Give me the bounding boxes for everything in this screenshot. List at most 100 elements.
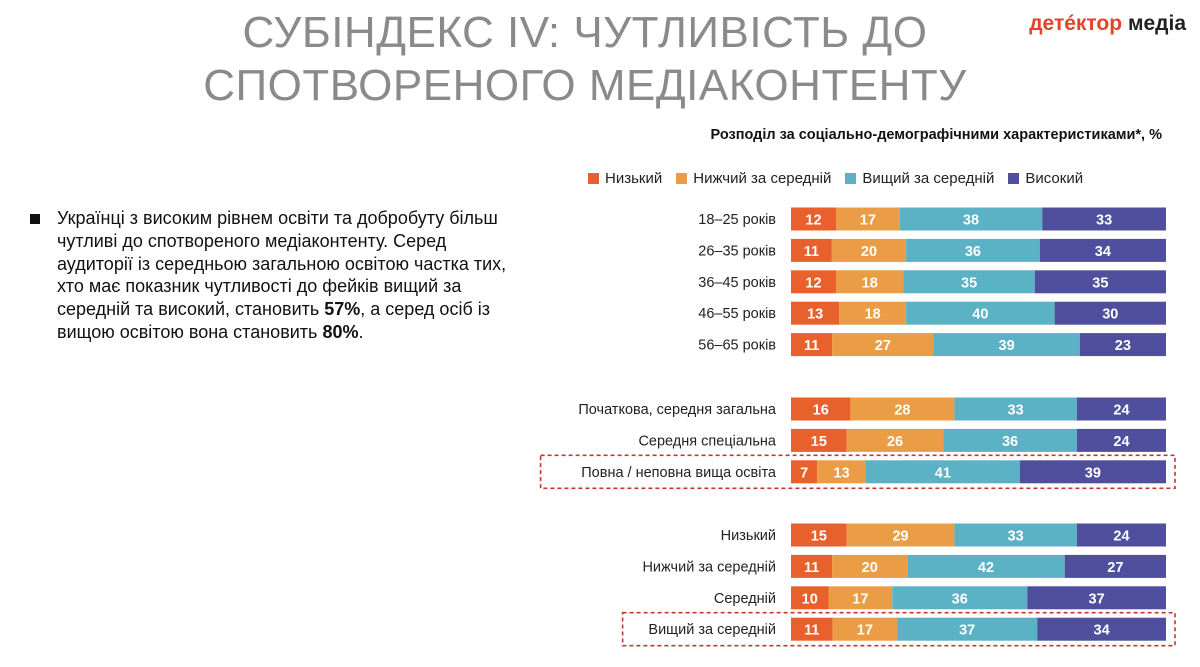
bar-segment-above-average	[954, 523, 1077, 547]
data-label-below-average: 20	[862, 560, 878, 576]
bar-segment-high	[1039, 238, 1166, 262]
legend-item-below-average: Нижчий за середній	[676, 170, 831, 187]
bar-segment-high	[1027, 586, 1166, 610]
bar-segment-low	[791, 333, 833, 357]
bar-segment-above-average	[954, 397, 1077, 421]
data-label-above-average: 37	[959, 623, 975, 639]
bar-segment-above-average	[897, 617, 1038, 641]
bar-segment-high	[1042, 207, 1166, 231]
legend-label-high: Високий	[1025, 170, 1084, 187]
bar-segment-above-average	[933, 333, 1080, 357]
title-line-1: СУБІНДЕКС IV: ЧУТЛИВІСТЬ ДО	[242, 8, 928, 57]
data-label-low: 13	[807, 307, 823, 323]
bullet-text-part-2: , а серед осіб із вищою освітою вона ста…	[57, 299, 491, 342]
data-label-below-average: 27	[875, 338, 891, 354]
bar-segment-low	[791, 460, 818, 484]
bar-segment-high	[1034, 270, 1166, 294]
logo-word-1: детéктор	[1029, 12, 1123, 35]
data-label-low: 15	[811, 434, 827, 450]
bar-segment-below-average	[846, 428, 944, 452]
bullet-point: Українці з високим рівнем освіти та добр…	[30, 207, 510, 344]
data-label-above-average: 33	[1008, 403, 1024, 419]
bar-segment-low	[791, 586, 829, 610]
bullet-text: Українці з високим рівнем освіти та добр…	[57, 207, 510, 344]
bar-segment-high	[1076, 428, 1166, 452]
bar-segment-above-average	[866, 460, 1020, 484]
bullet-square-icon	[30, 214, 40, 224]
bar-segment-high	[1019, 460, 1166, 484]
data-label-above-average: 36	[965, 244, 981, 260]
data-label-below-average: 13	[834, 465, 850, 481]
data-label-high: 33	[1096, 213, 1112, 229]
data-label-above-average: 35	[961, 275, 977, 291]
legend-swatch-high	[1008, 173, 1020, 184]
bar-segment-below-average	[836, 270, 904, 294]
bullet-text-part-3: .	[358, 321, 364, 342]
data-label-high: 27	[1107, 560, 1123, 576]
data-label-low: 16	[813, 403, 829, 419]
highlight-frame	[621, 611, 1176, 647]
bar-segment-below-average	[836, 207, 900, 231]
bar-segment-below-average	[828, 586, 893, 610]
bar-segment-low	[791, 301, 840, 325]
data-label-high: 39	[1085, 465, 1101, 481]
chart-title: Розподіл за соціально-демографічними хар…	[710, 127, 1162, 143]
row-label: 26–35 років	[698, 243, 776, 259]
data-label-below-average: 17	[860, 213, 876, 229]
row-label: Повна / неповна вища освіта	[581, 465, 777, 481]
data-label-below-average: 17	[857, 623, 873, 639]
data-label-above-average: 36	[1002, 434, 1018, 450]
page-title: СУБІНДЕКС IV: ЧУТЛИВІСТЬ ДО СПОТВОРЕНОГО…	[150, 6, 1020, 112]
row-label: 18–25 років	[698, 212, 776, 228]
row-label: 36–45 років	[698, 275, 776, 291]
data-label-high: 34	[1095, 244, 1111, 260]
bar-segment-above-average	[892, 586, 1028, 610]
bar-segment-above-average	[903, 270, 1035, 294]
data-label-below-average: 18	[865, 307, 881, 323]
title-line-2: СПОТВОРЕНОГО МЕДІАКОНТЕНТУ	[203, 61, 967, 110]
bullet-value-higher-education: 80%	[322, 321, 359, 342]
bar-segment-low	[791, 207, 836, 231]
bar-segment-below-average	[817, 460, 866, 484]
legend-item-high: Високий	[1008, 170, 1083, 187]
bar-segment-high	[1076, 397, 1166, 421]
data-label-high: 35	[1092, 275, 1108, 291]
data-label-high: 24	[1113, 434, 1129, 450]
data-label-below-average: 18	[862, 275, 878, 291]
row-label: Початкова, середня загальна	[578, 402, 777, 418]
row-label: Середній	[714, 591, 776, 607]
data-label-above-average: 40	[972, 307, 988, 323]
legend-label-above-average: Вищий за середній	[862, 170, 995, 187]
bar-segment-above-average	[943, 428, 1077, 452]
bar-segment-below-average	[839, 301, 907, 325]
bar-segment-high	[1076, 523, 1166, 547]
bar-segment-high	[1064, 554, 1166, 578]
bar-segment-high	[1054, 301, 1166, 325]
bullet-value-secondary: 57%	[324, 299, 361, 320]
bar-segment-below-average	[846, 523, 955, 547]
data-label-high: 24	[1113, 529, 1129, 545]
data-label-low: 10	[802, 591, 818, 607]
bar-segment-above-average	[907, 554, 1065, 578]
data-label-high: 23	[1115, 338, 1131, 354]
data-label-high: 30	[1102, 307, 1118, 323]
bar-segment-below-average	[831, 238, 907, 262]
legend-swatch-low	[588, 173, 599, 184]
bar-segment-high	[1079, 333, 1166, 357]
data-label-below-average: 20	[861, 244, 877, 260]
data-label-below-average: 26	[887, 434, 903, 450]
bar-segment-below-average	[850, 397, 955, 421]
legend-item-above-average: Вищий за середній	[845, 170, 994, 187]
data-label-above-average: 33	[1008, 529, 1024, 545]
data-label-low: 11	[804, 623, 819, 639]
chart-legend: Низький Нижчий за середній Вищий за сере…	[588, 170, 1083, 187]
row-label: Низький	[721, 528, 776, 544]
data-label-low: 12	[805, 275, 821, 291]
row-label: Вищий за середній	[648, 622, 776, 638]
legend-swatch-above-average	[845, 173, 857, 184]
data-label-below-average: 17	[852, 591, 868, 607]
bar-segment-below-average	[832, 333, 934, 357]
bar-segment-low	[791, 238, 832, 262]
legend-swatch-below-average	[676, 173, 688, 184]
